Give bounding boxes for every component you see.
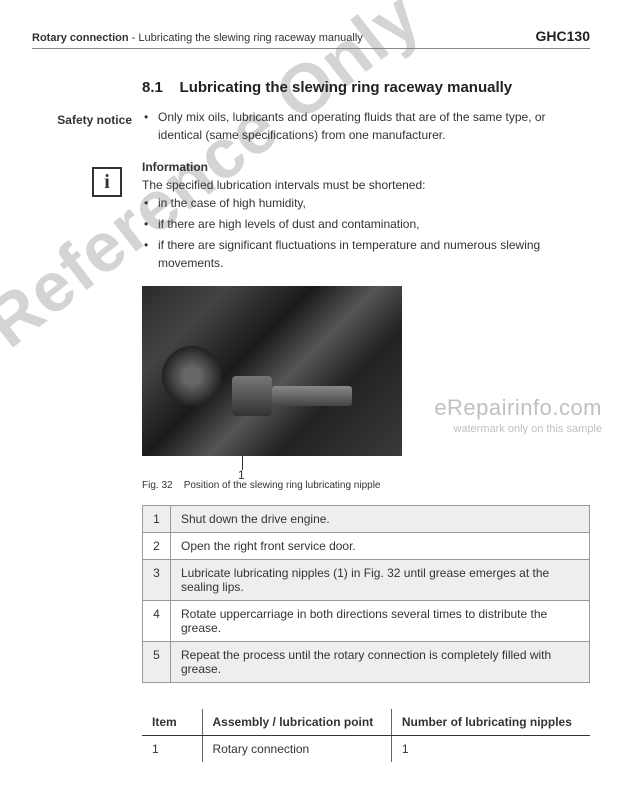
- header-section: Rotary connection: [32, 32, 129, 44]
- figure-image: [142, 286, 402, 456]
- table-header-row: Item Assembly / lubrication point Number…: [142, 709, 590, 736]
- figure-caption: Fig. 32 Position of the slewing ring lub…: [142, 480, 590, 491]
- header-subsection: Lubricating the slewing ring raceway man…: [138, 32, 362, 44]
- table-row: 1 Rotary connection 1: [142, 736, 590, 763]
- section-number: 8.1: [142, 79, 163, 96]
- section-heading: 8.1 Lubricating the slewing ring raceway…: [142, 79, 590, 96]
- lube-assembly: Rotary connection: [202, 736, 391, 763]
- info-item: in the case of high humidity,: [142, 194, 590, 212]
- info-item: if there are significant fluctuations in…: [142, 236, 590, 272]
- information-icon: i: [92, 167, 122, 197]
- table-row: 2 Open the right front service door.: [143, 533, 590, 560]
- figure-caption-text: Position of the slewing ring lubricating…: [184, 480, 381, 491]
- steps-table: 1 Shut down the drive engine. 2 Open the…: [142, 505, 590, 683]
- info-item: if there are high levels of dust and con…: [142, 215, 590, 233]
- table-row: 1 Shut down the drive engine.: [143, 506, 590, 533]
- header-model: GHC130: [536, 28, 590, 44]
- figure-block: 1 Fig. 32 Position of the slewing ring l…: [142, 286, 590, 491]
- figure-callout: 1: [142, 456, 402, 476]
- information-lead: The specified lubrication intervals must…: [142, 176, 590, 194]
- table-row: 4 Rotate uppercarriage in both direction…: [143, 601, 590, 642]
- step-text: Repeat the process until the rotary conn…: [171, 642, 590, 683]
- header-breadcrumb: Rotary connection - Lubricating the slew…: [32, 32, 363, 44]
- table-row: 5 Repeat the process until the rotary co…: [143, 642, 590, 683]
- step-text: Shut down the drive engine.: [171, 506, 590, 533]
- lubrication-table: Item Assembly / lubrication point Number…: [142, 709, 590, 762]
- document-page: Rotary connection - Lubricating the slew…: [0, 0, 622, 782]
- col-item: Item: [142, 709, 202, 736]
- information-block: Information The specified lubrication in…: [142, 158, 590, 272]
- step-text: Open the right front service door.: [171, 533, 590, 560]
- step-number: 4: [143, 601, 171, 642]
- page-content: 8.1 Lubricating the slewing ring raceway…: [32, 79, 590, 762]
- section-title: Lubricating the slewing ring raceway man…: [180, 79, 513, 96]
- figure-shape: [162, 346, 222, 406]
- step-number: 5: [143, 642, 171, 683]
- col-nipples: Number of lubricating nipples: [391, 709, 590, 736]
- step-text: Rotate uppercarriage in both directions …: [171, 601, 590, 642]
- safety-notice-block: Only mix oils, lubricants and operating …: [142, 108, 590, 144]
- callout-number: 1: [238, 468, 245, 482]
- safety-notice-label: Safety notice: [32, 113, 132, 127]
- page-header: Rotary connection - Lubricating the slew…: [32, 28, 590, 49]
- col-assembly: Assembly / lubrication point: [202, 709, 391, 736]
- information-label: Information: [142, 158, 590, 176]
- figure-shape: [272, 386, 352, 406]
- safety-item: Only mix oils, lubricants and operating …: [142, 108, 590, 144]
- step-number: 3: [143, 560, 171, 601]
- figure-shape: [232, 376, 272, 416]
- figure-caption-prefix: Fig. 32: [142, 480, 173, 491]
- step-number: 1: [143, 506, 171, 533]
- step-number: 2: [143, 533, 171, 560]
- lube-item: 1: [142, 736, 202, 763]
- table-row: 3 Lubricate lubricating nipples (1) in F…: [143, 560, 590, 601]
- lube-nipples: 1: [391, 736, 590, 763]
- step-text: Lubricate lubricating nipples (1) in Fig…: [171, 560, 590, 601]
